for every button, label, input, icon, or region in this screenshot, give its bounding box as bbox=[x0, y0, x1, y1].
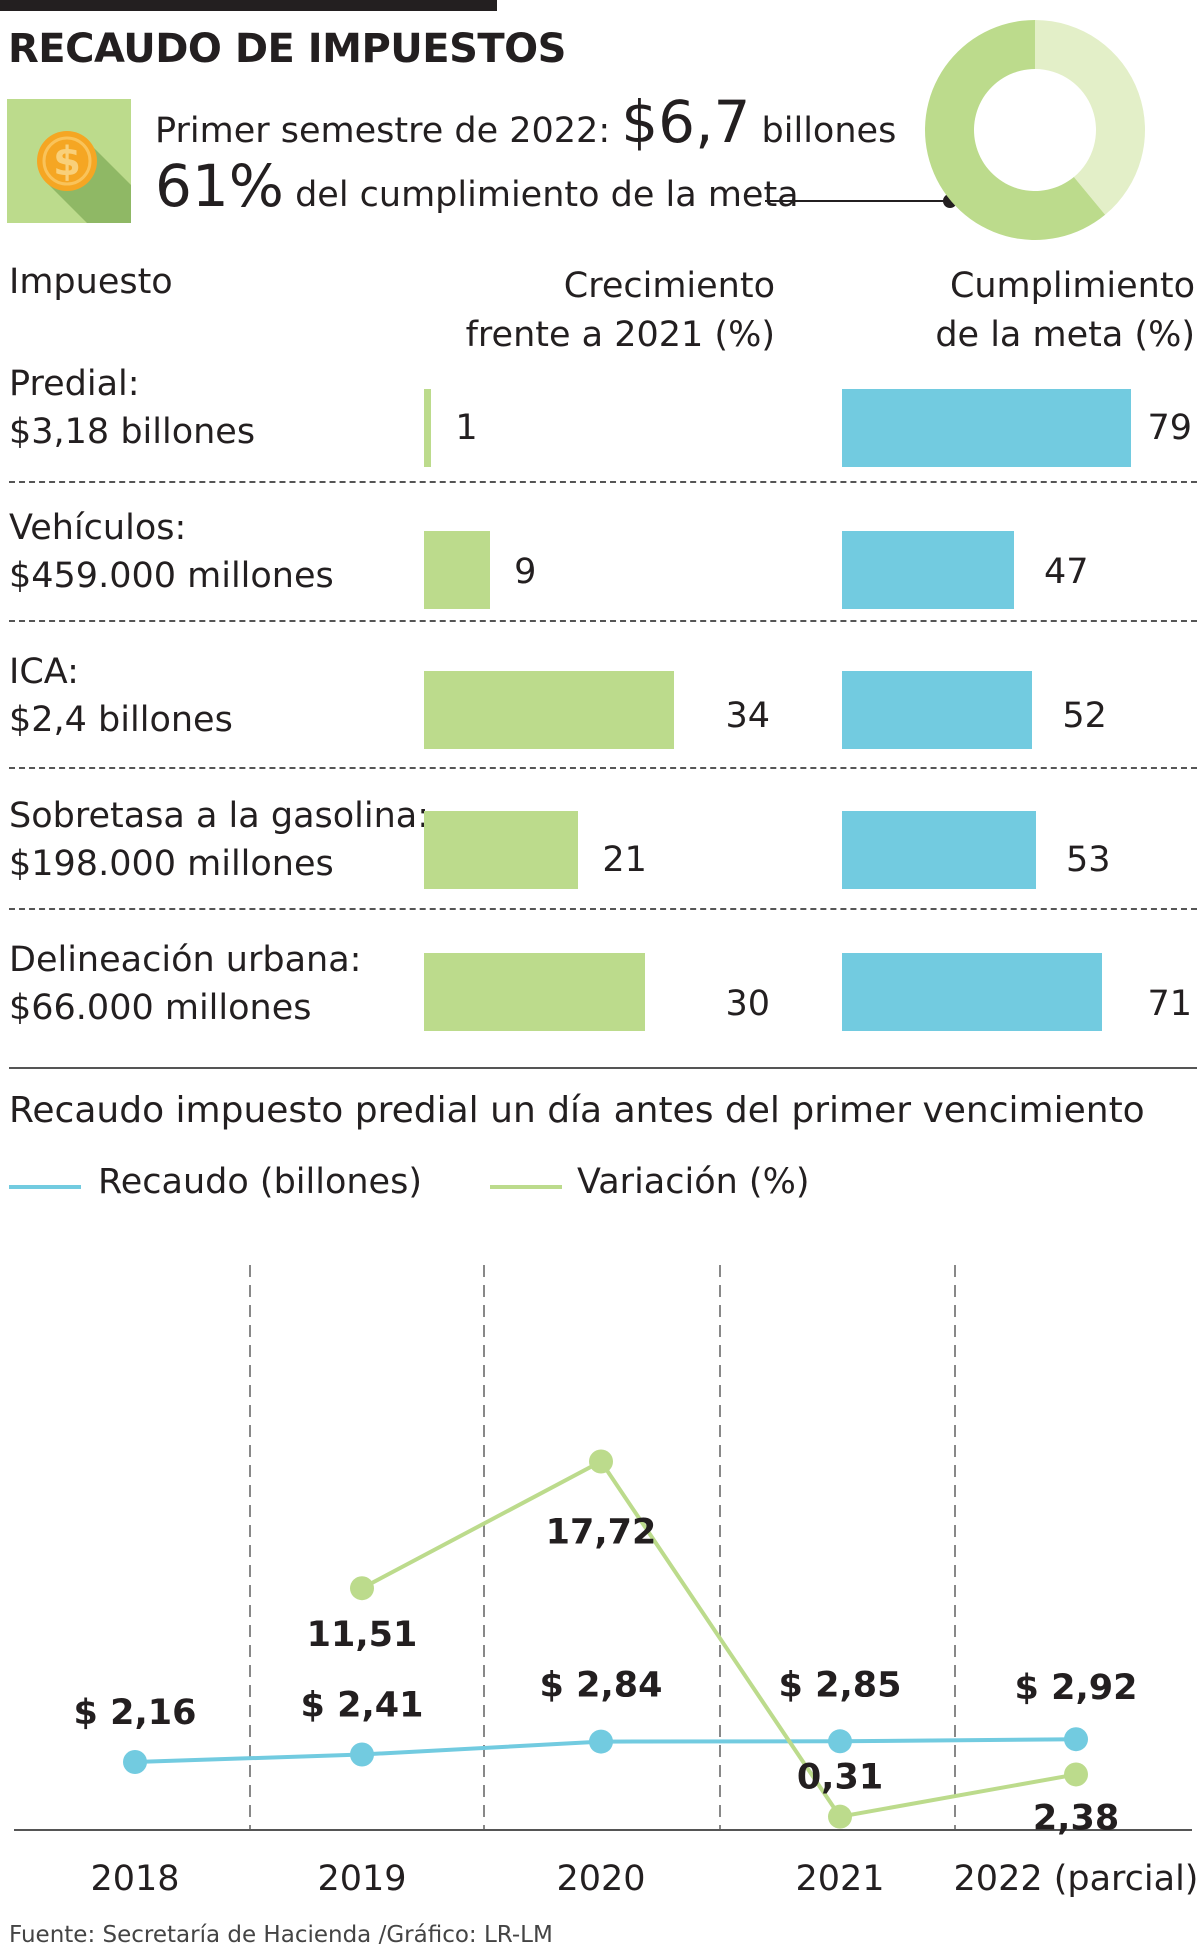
legend-recaudo-label: Recaudo (billones) bbox=[98, 1162, 422, 1202]
row-divider bbox=[9, 767, 1197, 769]
recaudo-data-label: $ 2,84 bbox=[540, 1666, 663, 1706]
chart-title: Recaudo impuesto predial un día antes de… bbox=[9, 1090, 1145, 1131]
growth-value: 9 bbox=[514, 552, 537, 592]
tax-name: Vehículos: bbox=[9, 508, 187, 548]
tax-name: Predial: bbox=[9, 364, 140, 404]
variacion-data-label: 0,31 bbox=[797, 1758, 883, 1798]
variacion-point bbox=[350, 1576, 374, 1601]
tax-amount: $198.000 millones bbox=[9, 844, 334, 884]
header-goal-line2: de la meta (%) bbox=[935, 315, 1195, 355]
goal-bar bbox=[842, 389, 1132, 467]
tax-name: ICA: bbox=[9, 652, 79, 692]
variacion-line bbox=[361, 1458, 1077, 1819]
tax-amount: $66.000 millones bbox=[9, 988, 312, 1028]
goal-value: 53 bbox=[1065, 840, 1111, 880]
section-divider bbox=[9, 1067, 1197, 1069]
growth-value: 21 bbox=[602, 840, 647, 880]
donut-remaining-slice bbox=[1035, 20, 1145, 215]
header-growth-line2: frente a 2021 (%) bbox=[465, 315, 775, 355]
goal-value: 47 bbox=[1044, 552, 1089, 592]
variacion-point bbox=[1064, 1762, 1088, 1787]
header-growth-line1: Crecimiento bbox=[563, 266, 775, 306]
x-tick-label: 2020 bbox=[556, 1859, 645, 1899]
variacion-data-label: 2,38 bbox=[1033, 1798, 1119, 1838]
goal-percent: 61% bbox=[155, 152, 284, 220]
semester-amount: $6,7 bbox=[621, 88, 751, 156]
growth-bar bbox=[424, 389, 432, 467]
goal-value: 52 bbox=[1062, 696, 1107, 736]
growth-value: 30 bbox=[725, 984, 770, 1024]
growth-bar bbox=[424, 671, 674, 749]
variacion-data-label: 11,51 bbox=[307, 1615, 418, 1655]
recaudo-data-label: $ 2,16 bbox=[74, 1693, 197, 1733]
legend-variacion-label: Variación (%) bbox=[577, 1162, 810, 1202]
semester-label: Primer semestre de 2022: bbox=[155, 111, 611, 151]
dollar-coin-icon: $ bbox=[7, 99, 131, 223]
svg-text:$: $ bbox=[53, 139, 81, 185]
tax-name: Delineación urbana: bbox=[9, 940, 362, 980]
header-tax: Impuesto bbox=[9, 262, 173, 302]
header-goal: Cumplimiento de la meta (%) bbox=[935, 262, 1195, 360]
line-chart: 2018 2019 2020 2021 2022 (parcial) $ 2,16 $ 2,… bbox=[14, 1265, 1199, 1899]
donut-achieved-slice bbox=[925, 20, 1106, 240]
goal-bar bbox=[842, 531, 1015, 609]
tax-amount: $459.000 millones bbox=[9, 556, 334, 596]
recaudo-data-label: $ 2,41 bbox=[301, 1686, 424, 1726]
main-title: RECAUDO DE IMPUESTOS bbox=[8, 26, 567, 72]
top-bar bbox=[0, 0, 497, 11]
recaudo-point bbox=[350, 1742, 374, 1767]
growth-bar bbox=[424, 811, 579, 889]
growth-value: 34 bbox=[725, 696, 770, 736]
goal-donut bbox=[765, 20, 1145, 240]
recaudo-data-label: $ 2,85 bbox=[779, 1665, 902, 1705]
legend-recaudo-swatch bbox=[9, 1185, 81, 1189]
variacion-point bbox=[589, 1449, 613, 1474]
x-tick-label: 2018 bbox=[90, 1859, 179, 1899]
variacion-data-label: 17,72 bbox=[546, 1513, 657, 1553]
semester-amount-unit: billones bbox=[761, 111, 897, 151]
recaudo-point bbox=[828, 1729, 852, 1754]
header-growth: Crecimiento frente a 2021 (%) bbox=[466, 262, 775, 360]
recaudo-point bbox=[589, 1729, 613, 1754]
goal-summary: 61% del cumplimiento de la meta bbox=[155, 152, 799, 220]
goal-bar bbox=[842, 671, 1033, 749]
x-tick-label: 2021 bbox=[795, 1859, 884, 1899]
row-divider bbox=[9, 620, 1197, 622]
semester-summary: Primer semestre de 2022: $6,7 billones bbox=[155, 88, 896, 156]
goal-percent-label: del cumplimiento de la meta bbox=[295, 175, 799, 215]
growth-value: 1 bbox=[455, 408, 478, 448]
row-divider bbox=[9, 481, 1197, 483]
tax-amount: $2,4 billones bbox=[9, 700, 233, 740]
growth-bar bbox=[424, 531, 491, 609]
header-goal-line1: Cumplimiento bbox=[949, 266, 1195, 306]
goal-bar bbox=[842, 953, 1102, 1031]
tax-name: Sobretasa a la gasolina: bbox=[9, 796, 430, 836]
x-tick-label: 2022 (parcial) bbox=[954, 1859, 1199, 1899]
goal-value: 71 bbox=[1147, 984, 1192, 1024]
row-divider bbox=[9, 908, 1197, 910]
variacion-point bbox=[828, 1804, 852, 1829]
recaudo-point bbox=[123, 1750, 147, 1774]
growth-bar bbox=[424, 953, 645, 1031]
x-tick-label: 2019 bbox=[317, 1859, 406, 1899]
tax-amount: $3,18 billones bbox=[9, 412, 256, 452]
recaudo-data-label: $ 2,92 bbox=[1015, 1668, 1138, 1708]
source-note: Fuente: Secretaría de Hacienda /Gráfico:… bbox=[9, 1922, 553, 1948]
legend-variacion-swatch bbox=[490, 1185, 562, 1189]
goal-value: 79 bbox=[1147, 408, 1192, 448]
recaudo-point bbox=[1064, 1727, 1088, 1752]
goal-bar bbox=[842, 811, 1036, 889]
